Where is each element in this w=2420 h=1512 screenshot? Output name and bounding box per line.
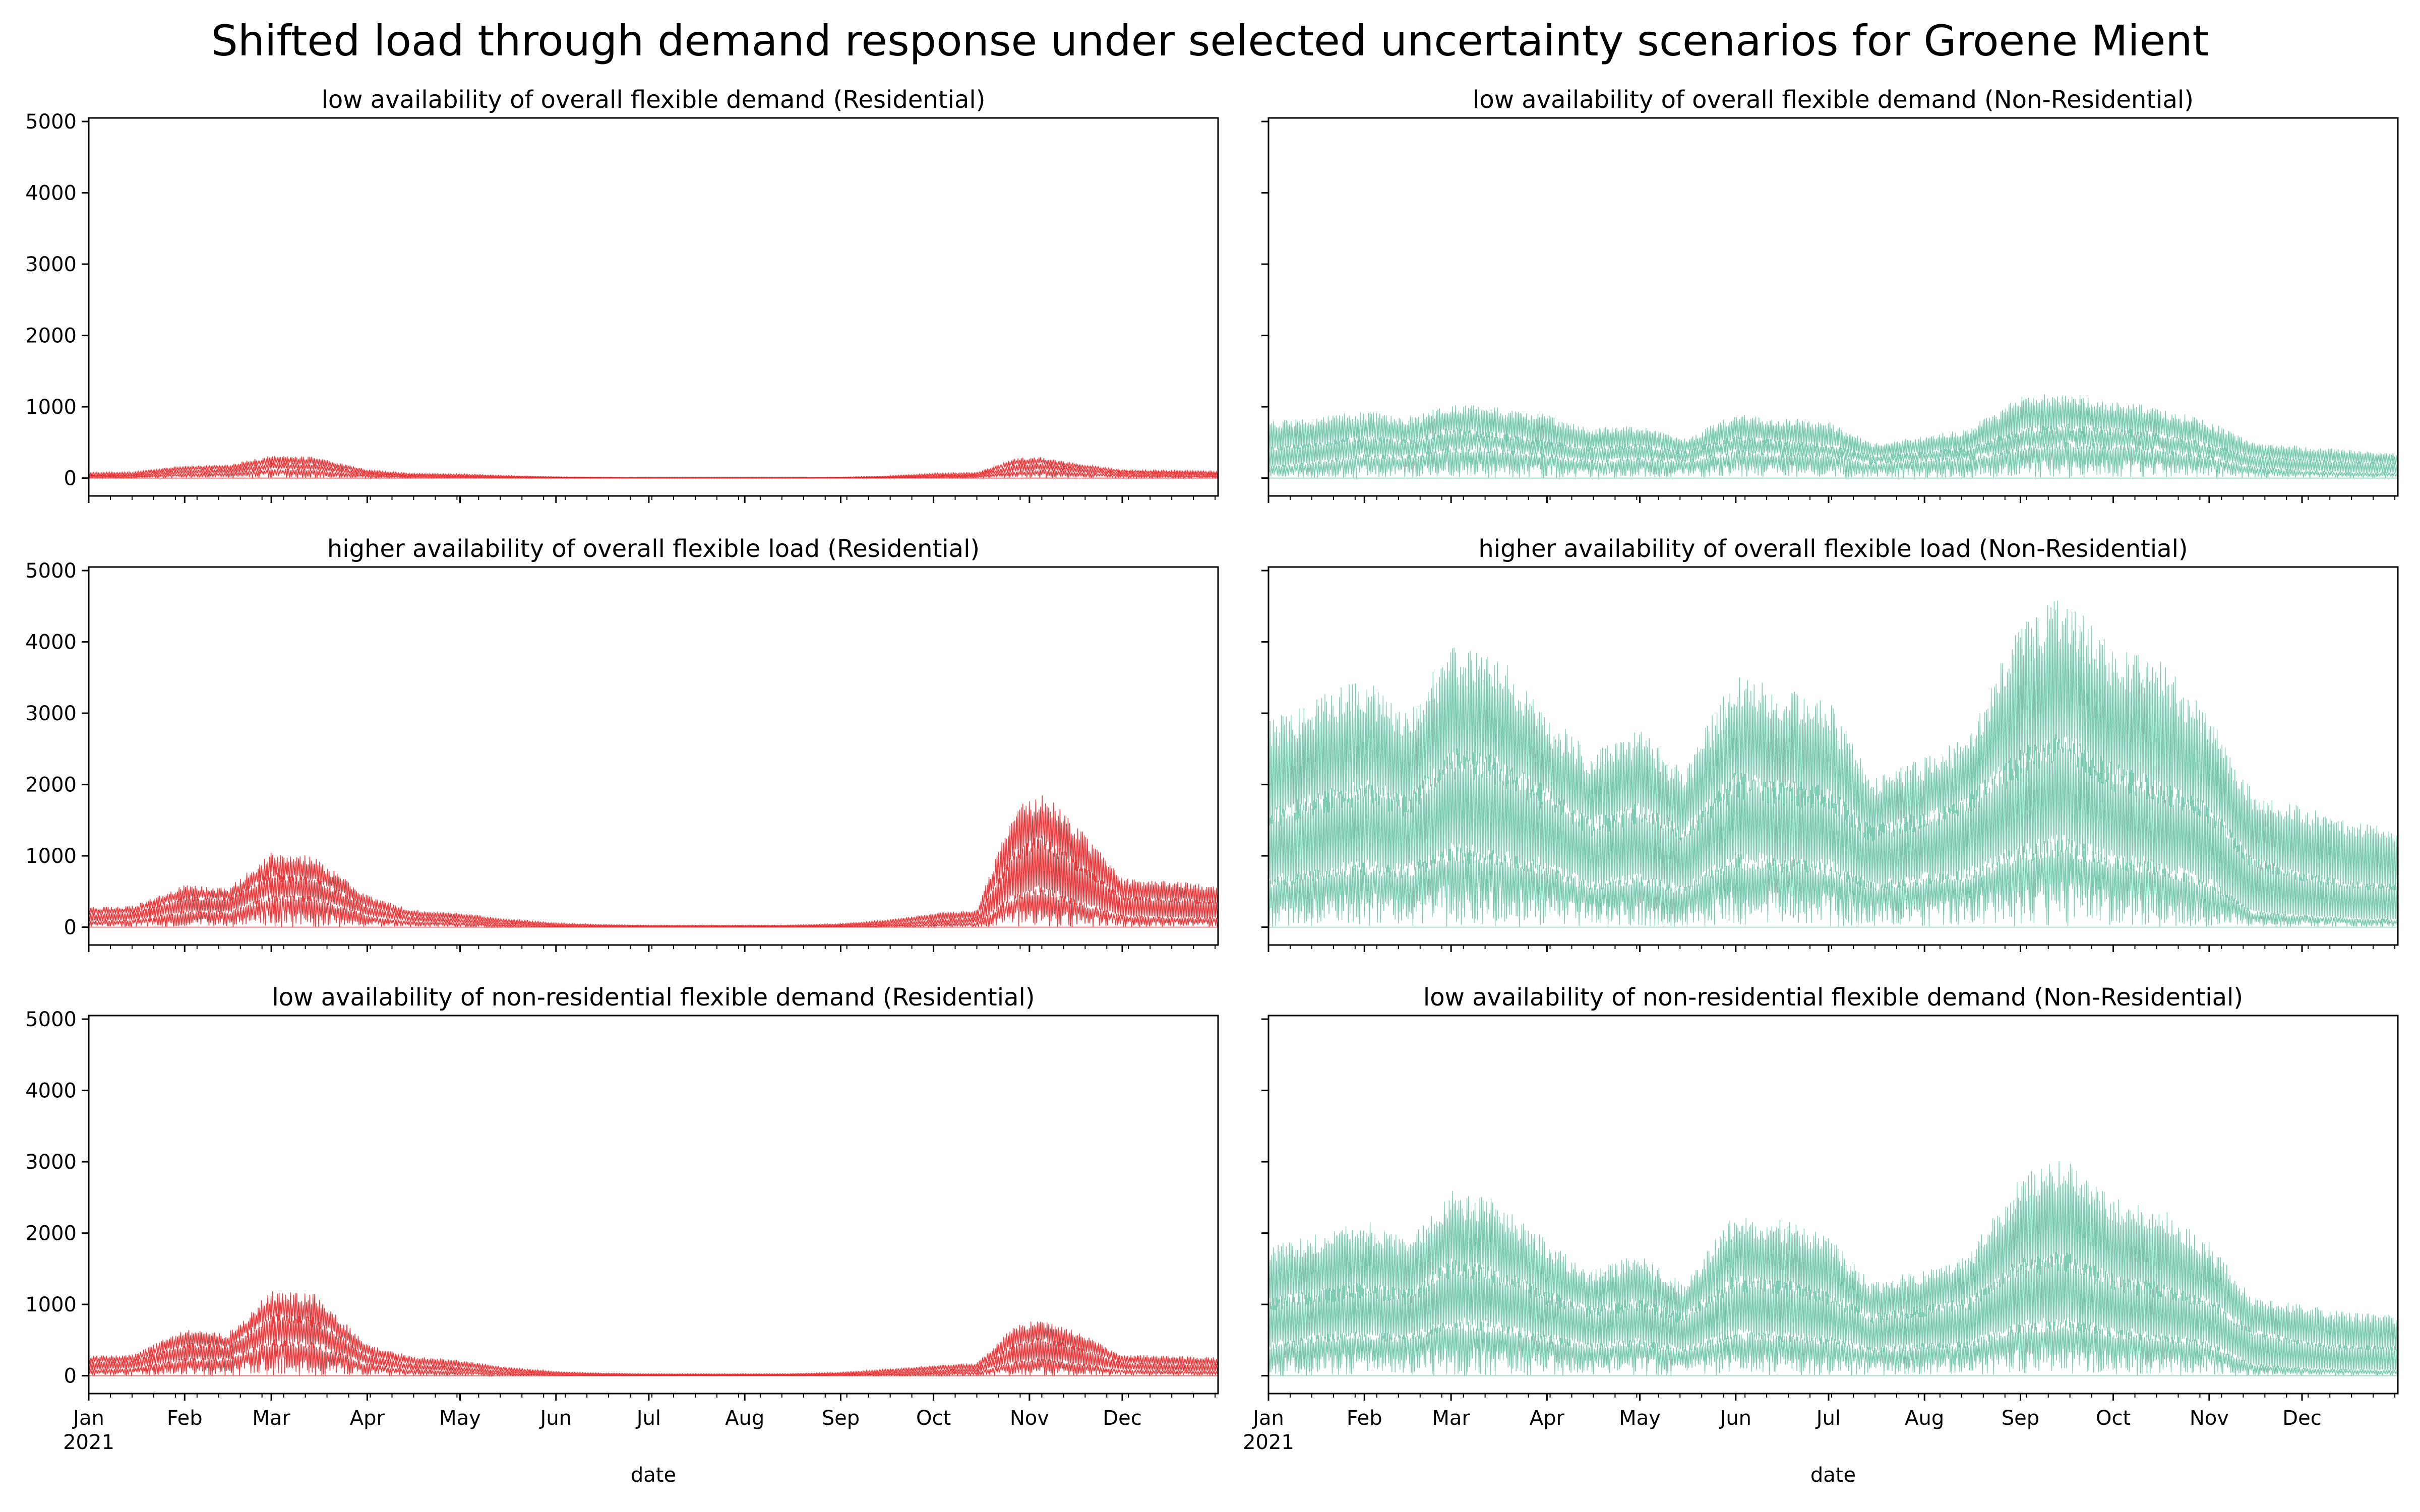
x-tick-label: Sep: [822, 1407, 860, 1430]
x-tick-label: Nov: [1010, 1407, 1049, 1430]
subplot-4: higher availability of overall flexible …: [1261, 535, 2399, 952]
y-tick-label: 2000: [25, 1222, 77, 1245]
subplot-2: low availability of overall flexible dem…: [1261, 86, 2399, 503]
x-tick-label: Oct: [2096, 1407, 2131, 1430]
series-line-low: [1268, 839, 2398, 927]
y-tick-label: 3000: [25, 1151, 77, 1174]
y-tick-label: 5000: [25, 110, 77, 134]
x-tick-year-label: 2021: [63, 1431, 114, 1454]
y-tick-label: 0: [64, 916, 77, 939]
subplot-grid: low availability of overall flexible dem…: [25, 86, 2399, 1487]
series-traces: [89, 456, 1218, 480]
subplot-3: higher availability of overall flexible …: [25, 535, 1219, 952]
y-tick-label: 1000: [25, 396, 77, 419]
series-line-high: [1268, 600, 2398, 891]
series-traces: [89, 1291, 1218, 1377]
x-tick-label: Jan: [72, 1407, 104, 1430]
series-traces: [89, 795, 1218, 929]
x-tick-label: Apr: [350, 1407, 385, 1430]
y-tick-label: 4000: [25, 631, 77, 654]
series-line-mid: [1268, 734, 2398, 921]
y-tick-label: 3000: [25, 702, 77, 725]
series-line-low: [1268, 442, 2398, 478]
x-tick-label: Aug: [725, 1407, 764, 1430]
x-tick-label: Jul: [1815, 1407, 1841, 1430]
plot-frame: [88, 566, 1219, 946]
series-line-high: [89, 795, 1218, 927]
series-line-mid: [1268, 423, 2398, 474]
subplot-1: low availability of overall flexible dem…: [25, 86, 1219, 503]
subplot-5: low availability of non-residential flex…: [25, 983, 1219, 1487]
plot-frame: [88, 1015, 1219, 1395]
series-line-high: [1268, 1161, 2398, 1352]
series-traces: [1268, 394, 2398, 479]
plot-frame: [1267, 1015, 2399, 1395]
subplot-title: higher availability of overall flexible …: [327, 535, 980, 563]
y-tick-label: 1000: [25, 1293, 77, 1316]
x-tick-label: Feb: [167, 1407, 203, 1430]
x-tick-label: Oct: [916, 1407, 951, 1430]
subplot-title: low availability of non-residential flex…: [272, 983, 1035, 1012]
series-line-high: [1268, 394, 2398, 465]
subplot-title: higher availability of overall flexible …: [1478, 535, 2188, 563]
x-tick-label: Dec: [2282, 1407, 2321, 1430]
y-tick-label: 5000: [25, 559, 77, 583]
subplot-title: low availability of overall flexible dem…: [1473, 86, 2194, 114]
plot-frame: [1267, 566, 2399, 946]
figure-title: Shifted load through demand response und…: [211, 16, 2209, 66]
x-tick-label: Aug: [1905, 1407, 1944, 1430]
series-traces: [1268, 1161, 2398, 1376]
y-tick-label: 2000: [25, 774, 77, 797]
series-line-low: [1268, 1320, 2398, 1376]
series-traces: [1268, 600, 2398, 928]
subplot-title: low availability of non-residential flex…: [1423, 983, 2243, 1012]
x-tick-label: Jan: [1251, 1407, 1284, 1430]
x-tick-label: Nov: [2190, 1407, 2229, 1430]
y-tick-label: 0: [64, 467, 77, 490]
series-line-high: [89, 1291, 1218, 1375]
y-tick-label: 3000: [25, 253, 77, 276]
y-tick-label: 4000: [25, 182, 77, 205]
y-tick-label: 4000: [25, 1080, 77, 1103]
plot-frame: [1267, 117, 2399, 497]
x-tick-label: Sep: [2002, 1407, 2039, 1430]
x-tick-label: Jun: [1719, 1407, 1752, 1430]
x-tick-label: May: [1619, 1407, 1661, 1430]
x-tick-label: Mar: [1432, 1407, 1470, 1430]
x-tick-label: May: [439, 1407, 481, 1430]
subplot-6: low availability of non-residential flex…: [1243, 983, 2399, 1487]
y-tick-label: 2000: [25, 325, 77, 348]
x-tick-label: Mar: [252, 1407, 290, 1430]
y-tick-label: 1000: [25, 845, 77, 868]
y-tick-label: 5000: [25, 1008, 77, 1031]
series-line-mid: [89, 1313, 1218, 1376]
x-axis-label: date: [1810, 1464, 1856, 1487]
x-axis-label: date: [631, 1464, 676, 1487]
x-tick-year-label: 2021: [1243, 1431, 1294, 1454]
x-tick-label: Jul: [635, 1407, 661, 1430]
plot-frame: [88, 117, 1219, 497]
subplot-title: low availability of overall flexible dem…: [322, 86, 986, 114]
x-tick-label: Feb: [1347, 1407, 1382, 1430]
series-line-mid: [89, 835, 1218, 928]
x-tick-label: Dec: [1103, 1407, 1141, 1430]
x-tick-label: Apr: [1530, 1407, 1565, 1430]
series-line-mid: [1268, 1251, 2398, 1371]
y-tick-label: 0: [64, 1365, 77, 1388]
x-tick-label: Jun: [539, 1407, 572, 1430]
